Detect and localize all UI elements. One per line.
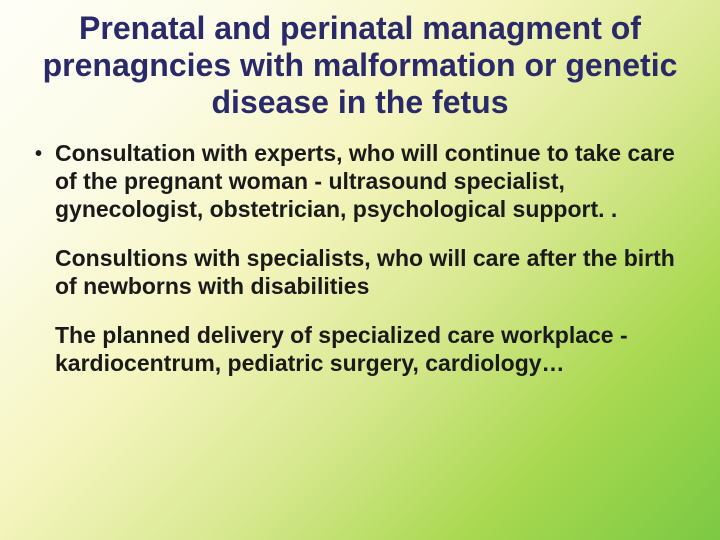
bullet-text-1: Consultation with experts, who will cont… [55, 140, 700, 223]
paragraph-3: The planned delivery of specialized care… [55, 322, 700, 377]
bullet-item-1: • Consultation with experts, who will co… [35, 140, 700, 223]
slide-title: Prenatal and perinatal managment of pren… [20, 10, 700, 120]
paragraph-2: Consultions with specialists, who will c… [55, 245, 700, 300]
slide-container: Prenatal and perinatal managment of pren… [0, 0, 720, 540]
slide-content: • Consultation with experts, who will co… [20, 140, 700, 377]
bullet-marker-icon: • [35, 140, 55, 223]
